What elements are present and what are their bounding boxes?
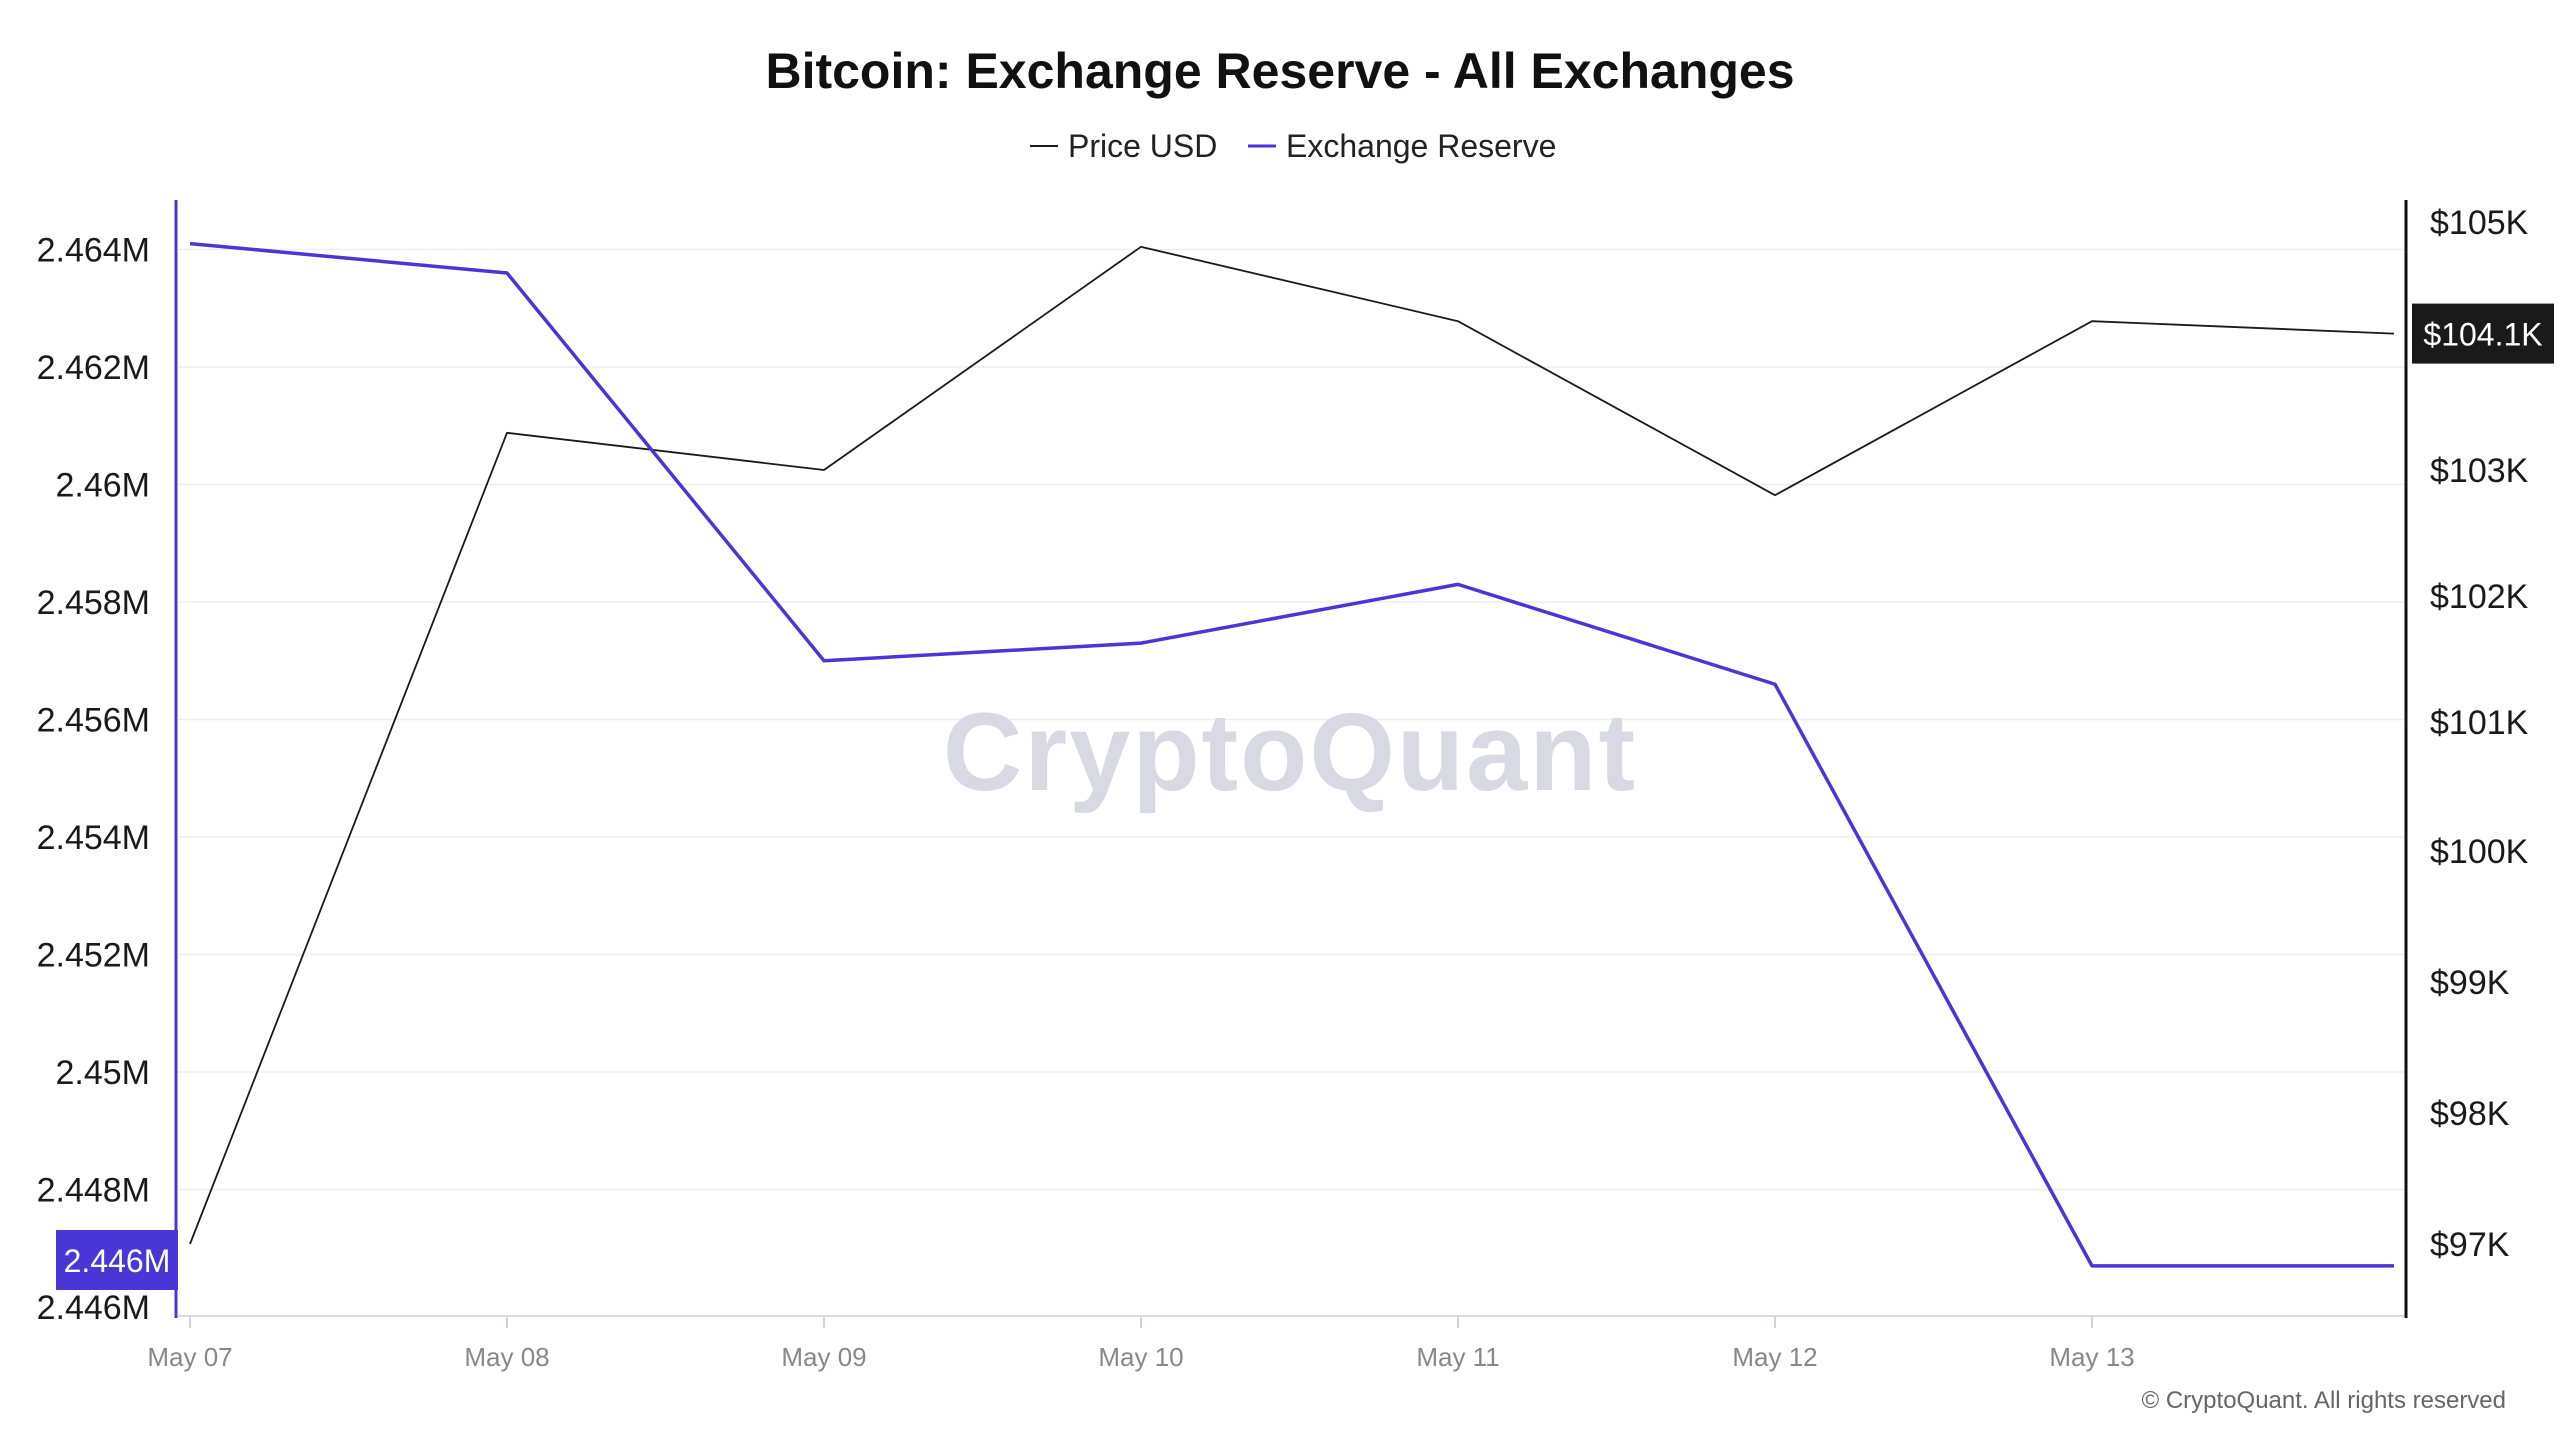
legend-reserve-label: Exchange Reserve xyxy=(1286,128,1556,164)
left-tick-label: 2.45M xyxy=(56,1054,151,1092)
copyright-text: © CryptoQuant. All rights reserved xyxy=(2142,1387,2507,1414)
left-tick-label: 2.446M xyxy=(37,1289,150,1327)
x-tick-label: May 07 xyxy=(147,1342,232,1372)
right-tick-label: $99K xyxy=(2430,964,2510,1002)
left-tick-label: 2.456M xyxy=(37,702,150,740)
x-tick-label: May 11 xyxy=(1416,1342,1499,1372)
right-tick-label: $100K xyxy=(2430,833,2529,871)
left-tick-label: 2.454M xyxy=(37,819,150,857)
x-tick-label: May 08 xyxy=(464,1342,549,1372)
left-value-badge-label: 2.446M xyxy=(64,1243,171,1279)
x-tick-label: May 09 xyxy=(781,1342,866,1372)
x-tick-label: May 13 xyxy=(2049,1342,2134,1372)
left-tick-label: 2.462M xyxy=(37,349,150,387)
x-tick-label: May 12 xyxy=(1732,1342,1817,1372)
right-tick-label: $103K xyxy=(2430,452,2529,490)
right-tick-label: $97K xyxy=(2430,1226,2510,1264)
right-value-badge-label: $104.1K xyxy=(2423,317,2542,353)
watermark: CryptoQuant xyxy=(943,691,1637,814)
x-tick-label: May 10 xyxy=(1098,1342,1183,1372)
left-tick-label: 2.458M xyxy=(37,584,150,622)
chart-title: Bitcoin: Exchange Reserve - All Exchange… xyxy=(765,43,1794,99)
right-tick-label: $105K xyxy=(2430,204,2529,242)
left-tick-label: 2.452M xyxy=(37,937,150,975)
right-tick-label: $98K xyxy=(2430,1095,2510,1133)
left-tick-label: 2.448M xyxy=(37,1172,150,1210)
right-tick-label: $101K xyxy=(2430,704,2529,742)
legend-price-label: Price USD xyxy=(1068,128,1217,164)
right-tick-label: $102K xyxy=(2430,578,2529,616)
left-tick-label: 2.464M xyxy=(37,232,150,270)
left-tick-label: 2.46M xyxy=(56,467,151,505)
